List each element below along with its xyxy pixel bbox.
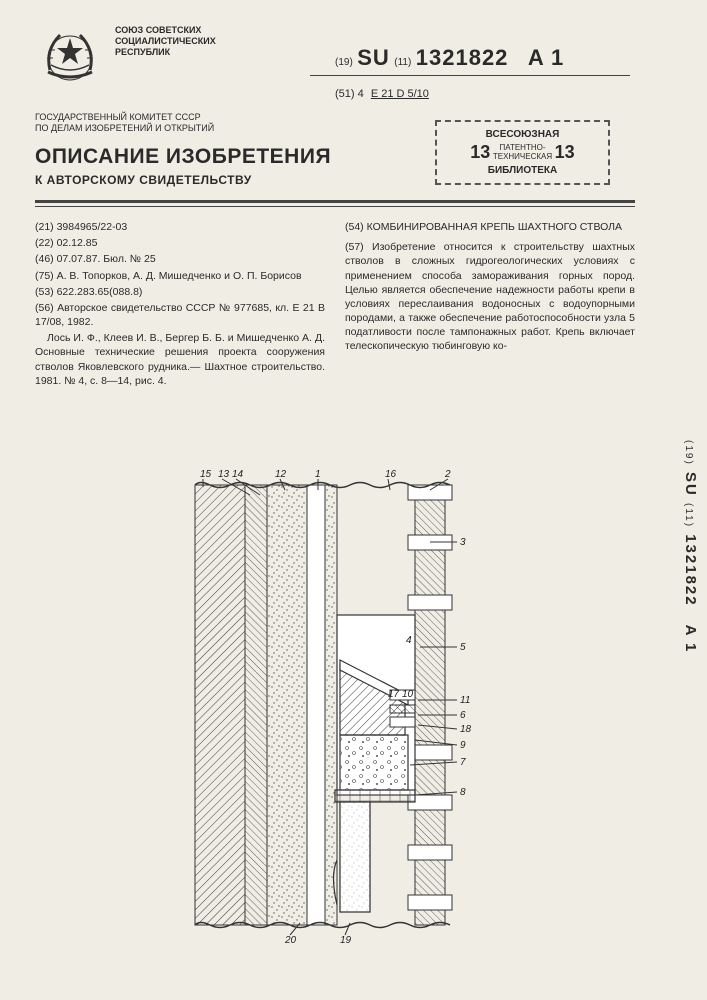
union-text: СОЮЗ СОВЕТСКИХ СОЦИАЛИСТИЧЕСКИХ РЕСПУБЛИ…: [115, 25, 216, 57]
right-column: (54) КОМБИНИРОВАННАЯ КРЕПЬ ШАХТНОГО СТВО…: [345, 220, 635, 390]
svg-text:20: 20: [284, 935, 297, 945]
svg-text:13: 13: [218, 469, 230, 480]
ipc-value: E 21 D 5/10: [371, 88, 429, 100]
svg-text:7: 7: [460, 757, 466, 768]
svg-text:4: 4: [406, 635, 412, 646]
svg-text:19: 19: [340, 935, 352, 945]
thin-divider: [35, 206, 635, 207]
thick-divider: [35, 200, 635, 203]
field-22: (22) 02.12.85: [35, 236, 325, 250]
svg-text:9: 9: [460, 740, 466, 751]
svg-text:1: 1: [315, 469, 321, 480]
document-subtitle: К АВТОРСКОМУ СВИДЕТЕЛЬСТВУ: [35, 173, 331, 187]
document-title: ОПИСАНИЕ ИЗОБРЕТЕНИЯ: [35, 145, 331, 169]
svg-text:2: 2: [444, 469, 451, 480]
left-column: (21) 3984965/22-03 (22) 02.12.85 (46) 07…: [35, 220, 325, 390]
field-21: (21) 3984965/22-03: [35, 220, 325, 234]
stamp-num-left: 13: [470, 141, 490, 164]
stamp-num-right: 13: [555, 141, 575, 164]
country-code: SU: [357, 45, 390, 70]
spine-19: (19): [683, 440, 694, 466]
svg-text:18: 18: [460, 724, 472, 735]
svg-text:15: 15: [200, 469, 212, 480]
code-19: (19): [335, 57, 353, 68]
invention-title-line: (54) КОМБИНИРОВАННАЯ КРЕПЬ ШАХТНОГО СТВО…: [345, 220, 635, 234]
kind-code: A 1: [528, 45, 564, 70]
library-stamp: ВСЕСОЮЗНАЯ 13 ПАТЕНТНО- ТЕХНИЧЕСКАЯ 13 Б…: [435, 120, 610, 185]
spine-number: 1321822: [682, 534, 699, 606]
svg-text:11: 11: [460, 695, 470, 706]
invention-title: КОМБИНИРОВАННАЯ КРЕПЬ ШАХТНОГО СТВОЛА: [367, 221, 622, 233]
field-53: (53) 622.283.65(088.8): [35, 285, 325, 299]
spine-11: (11): [683, 503, 694, 528]
code-11: (11): [394, 57, 411, 68]
stamp-mid: ПАТЕНТНО- ТЕХНИЧЕСКАЯ: [493, 144, 552, 162]
spine-kind: A 1: [682, 625, 699, 654]
abstract-body: Изобретение относится к строительству ша…: [345, 241, 635, 352]
ussr-emblem-icon: [35, 20, 105, 90]
abstract-text: (57) Изобретение относится к строительст…: [345, 240, 635, 353]
svg-text:8: 8: [460, 787, 466, 798]
svg-text:12: 12: [275, 469, 287, 480]
field-56b: Лось И. Ф., Клеев И. В., Бергер Б. Б. и …: [35, 331, 325, 388]
field-56a: (56) Авторское свидетельство СССР № 9776…: [35, 301, 325, 329]
stamp-line3: БИБЛИОТЕКА: [441, 164, 604, 177]
spine-code: (19) SU (11) 1321822 A 1: [682, 440, 699, 653]
title-block: ОПИСАНИЕ ИЗОБРЕТЕНИЯ К АВТОРСКОМУ СВИДЕТ…: [35, 145, 331, 187]
svg-text:14: 14: [232, 469, 244, 480]
svg-text:17: 17: [388, 689, 400, 700]
code-51: (51) 4: [335, 88, 364, 100]
field-46: (46) 07.07.87. Бюл. № 25: [35, 252, 325, 266]
code-57: (57): [345, 241, 364, 253]
stamp-line1: ВСЕСОЮЗНАЯ: [441, 128, 604, 141]
code-54: (54): [345, 221, 364, 233]
committee-text: ГОСУДАРСТВЕННЫЙ КОМИТЕТ СССР ПО ДЕЛАМ ИЗ…: [35, 112, 214, 134]
technical-drawing: 151314 121 162 3 4 5 1710 11 6 18 9 7 8 …: [190, 465, 490, 945]
svg-text:6: 6: [460, 710, 466, 721]
spine-su: SU: [682, 472, 699, 497]
publication-codes: (19) SU (11) 1321822 A 1: [335, 45, 564, 71]
svg-text:3: 3: [460, 537, 466, 548]
publication-number: 1321822: [416, 45, 509, 70]
svg-text:10: 10: [402, 689, 414, 700]
divider: [310, 75, 630, 76]
svg-text:16: 16: [385, 469, 397, 480]
field-75: (75) А. В. Топорков, А. Д. Мишедченко и …: [35, 269, 325, 283]
ipc-code: (51) 4 E 21 D 5/10: [335, 88, 429, 100]
svg-text:5: 5: [460, 642, 466, 653]
